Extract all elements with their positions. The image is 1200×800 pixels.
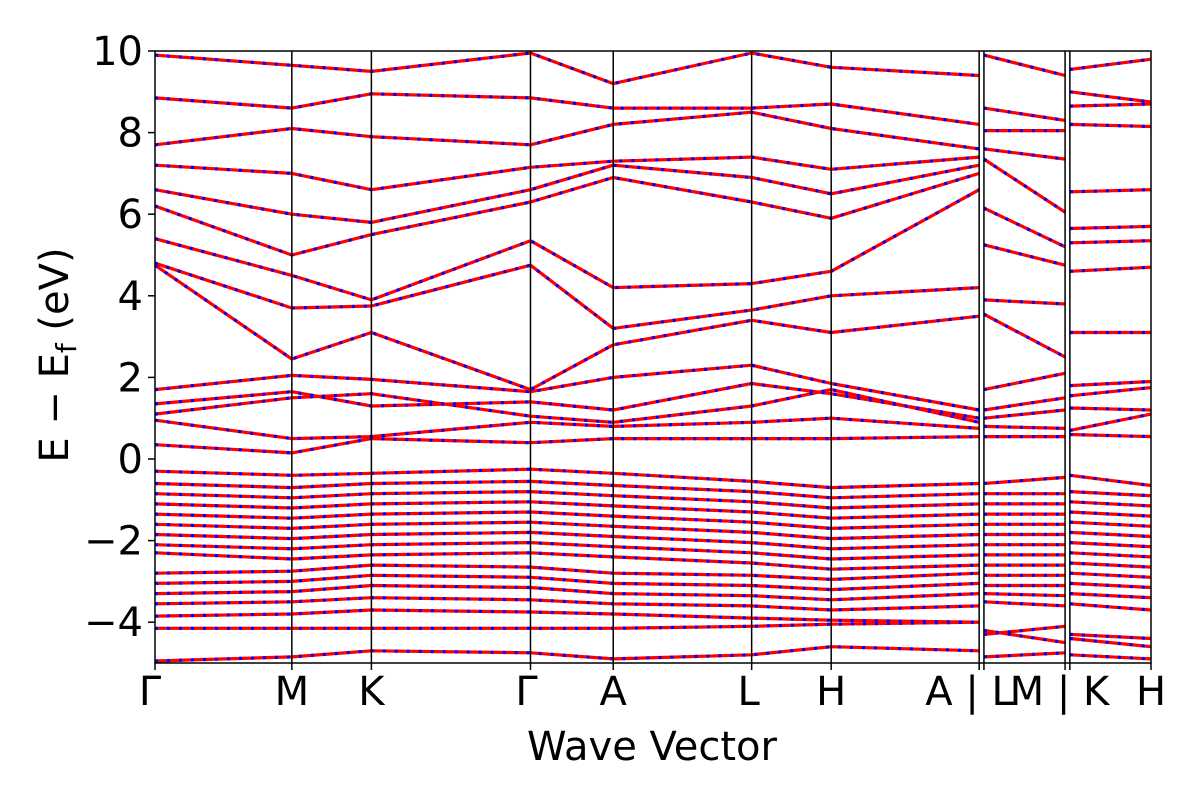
band-dash-19 <box>154 381 1152 420</box>
band-dash-11 <box>154 510 1152 531</box>
band-line-4 <box>154 583 1152 602</box>
x-tick-label-1: M <box>275 669 310 715</box>
y-axis-label-subscript: f <box>50 342 83 353</box>
y-axis-label-unit: (eV) <box>32 247 78 343</box>
band-dash-20 <box>154 363 1152 412</box>
band-dash-14 <box>154 479 1152 500</box>
y-axis-label-main: E − E <box>32 353 78 463</box>
band-dash-5 <box>154 573 1152 592</box>
y-axis-label: E − Ef (eV) <box>32 247 83 462</box>
band-dash-24 <box>154 171 1152 257</box>
band-line-0 <box>154 645 1152 663</box>
band-line-29 <box>154 51 1152 86</box>
band-line-15 <box>154 467 1152 490</box>
band-dash-0 <box>154 645 1152 663</box>
band-dash-21 <box>154 263 1151 392</box>
band-dash-13 <box>154 489 1152 510</box>
band-dash-22 <box>154 261 1152 331</box>
x-tick-label-0: Γ <box>139 669 162 715</box>
y-tick-label-0: −4 <box>84 600 143 646</box>
x-tick-label-9: H <box>1136 669 1166 715</box>
x-tick-label-6: H <box>816 669 846 715</box>
band-dash-25 <box>154 157 1152 225</box>
band-line-21 <box>154 263 1151 392</box>
band-dash-12 <box>154 500 1152 520</box>
band-line-2 <box>154 608 1152 641</box>
y-tick-label-4: 4 <box>118 274 143 320</box>
x-tick-label-5: L <box>737 669 760 715</box>
high-symmetry-lines <box>291 51 1071 663</box>
x-tick-label-8: M | K <box>1010 669 1111 715</box>
band-dash-8 <box>154 540 1152 561</box>
band-dash-10 <box>154 520 1152 541</box>
band-line-3 <box>154 596 1152 612</box>
band-line-25 <box>154 157 1152 224</box>
plot-frame <box>154 50 1152 664</box>
band-line-5 <box>154 573 1152 592</box>
x-ticks: Γ M K Γ A L H A | LM | K H <box>139 663 1166 715</box>
band-dash-28 <box>154 90 1152 126</box>
y-tick-label-5: 6 <box>118 192 143 238</box>
band-dash-3 <box>154 596 1152 612</box>
band-dash-23 <box>154 188 1152 302</box>
x-tick-label-2: K <box>358 669 386 715</box>
band-line-19 <box>154 381 1152 420</box>
band-line-26 <box>154 122 1152 192</box>
y-tick-label-1: −2 <box>84 519 143 565</box>
band-dash-6 <box>154 563 1152 582</box>
x-tick-label-3: Γ <box>515 669 538 715</box>
band-dash-9 <box>154 530 1152 551</box>
band-dash-2 <box>154 608 1152 641</box>
y-tick-label-3: 2 <box>118 355 143 401</box>
band-line-14 <box>154 479 1152 500</box>
y-tick-label-2: 0 <box>118 437 143 483</box>
band-line-1 <box>155 620 1152 649</box>
band-dash-4 <box>154 583 1152 602</box>
y-tick-label-7: 10 <box>92 29 143 75</box>
band-lines-group <box>154 51 1152 663</box>
x-tick-label-4: A <box>600 669 628 715</box>
y-tick-label-6: 8 <box>118 111 143 157</box>
band-dash-16 <box>154 432 1152 455</box>
band-dash-27 <box>154 102 1152 151</box>
band-dash-29 <box>154 51 1152 86</box>
x-axis-label: Wave Vector <box>527 724 778 770</box>
band-line-22 <box>154 261 1152 330</box>
band-dash-7 <box>154 551 1152 571</box>
x-tick-label-7: A | L <box>925 669 1014 715</box>
band-dash-17 <box>154 412 1152 441</box>
band-dash-18 <box>154 387 1152 424</box>
y-ticks: −4 −2 0 2 4 6 8 10 <box>84 29 155 646</box>
band-line-23 <box>154 188 1152 302</box>
band-dash-26 <box>154 122 1152 192</box>
band-dash-15 <box>154 467 1152 490</box>
band-line-6 <box>154 563 1152 581</box>
